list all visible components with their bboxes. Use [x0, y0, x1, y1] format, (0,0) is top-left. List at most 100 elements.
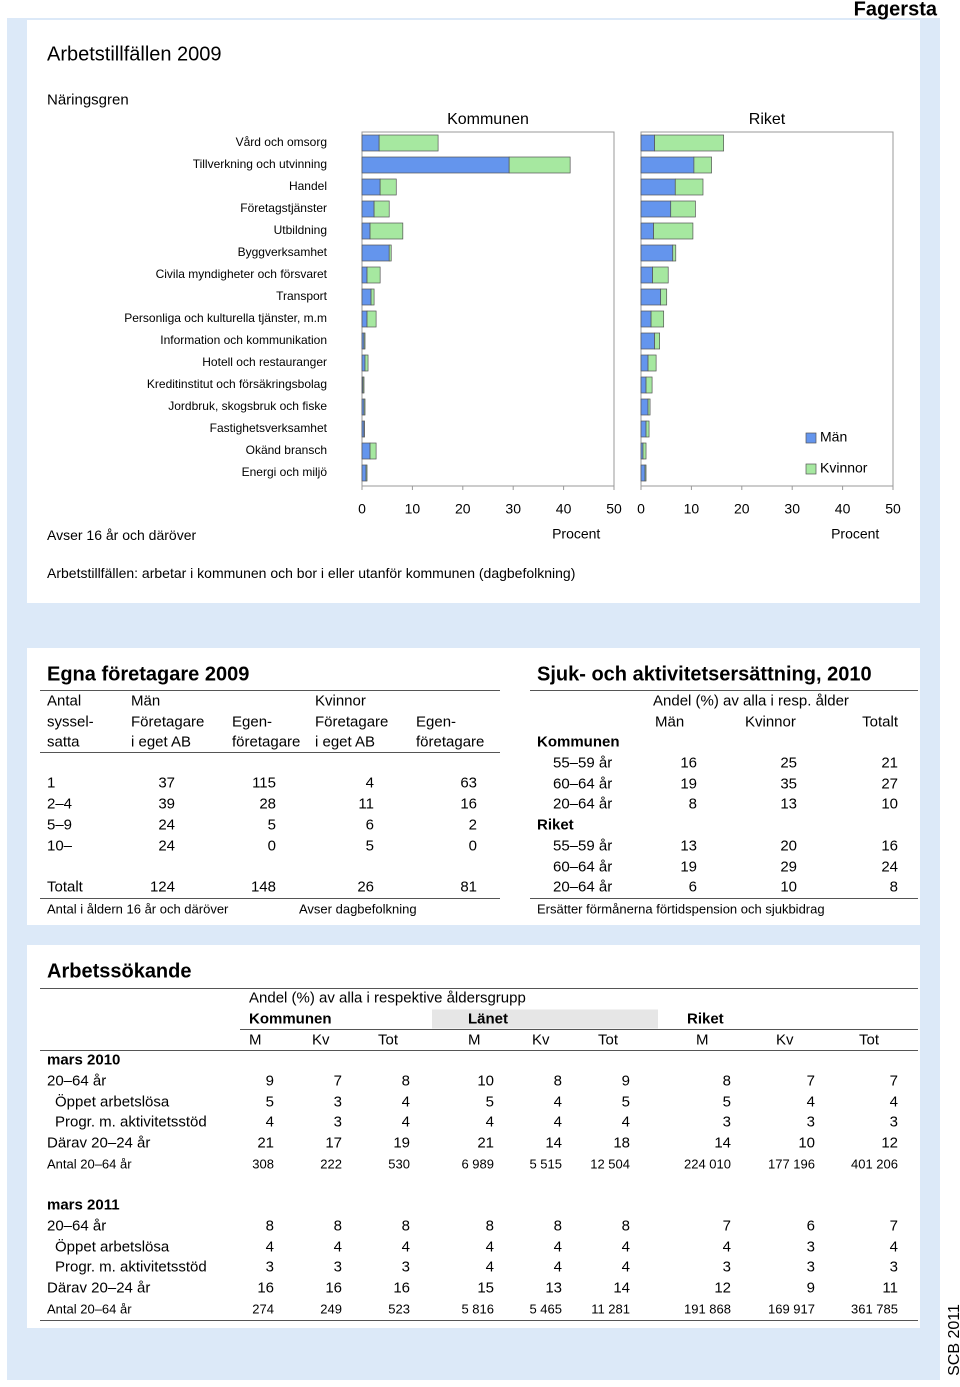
- bar-segment: [361, 354, 366, 372]
- cell: 12: [881, 1134, 898, 1152]
- cell: 8: [889, 878, 898, 896]
- column-header: Totalt: [862, 713, 898, 731]
- category-label: Information och kommunikation: [160, 333, 327, 347]
- bar-segment: [654, 134, 725, 152]
- column-header: syssel-: [47, 713, 94, 731]
- cell: 4: [265, 1238, 274, 1256]
- cell: 115: [252, 774, 276, 792]
- cell: 191 868: [684, 1301, 731, 1317]
- cell: 24: [158, 816, 175, 834]
- x-tick-label: 50: [885, 501, 901, 517]
- cell: 16: [325, 1279, 342, 1297]
- axis-label: Näringsgren: [47, 91, 129, 109]
- cell: 4: [553, 1238, 562, 1256]
- cell: 8: [553, 1072, 562, 1090]
- cell: 4: [333, 1238, 342, 1256]
- category-label: Kreditinstitut och försäkringsbolag: [147, 377, 327, 391]
- bar-segment: [650, 310, 665, 328]
- cell: 8: [401, 1217, 410, 1235]
- cell: 21: [477, 1134, 494, 1152]
- cell: 14: [545, 1134, 562, 1152]
- cell: 4: [621, 1238, 630, 1256]
- cell: 4: [553, 1258, 562, 1276]
- bar-segment: [361, 156, 510, 174]
- x-tick-label: 0: [637, 501, 645, 517]
- cell: 24: [881, 858, 898, 876]
- group-header: Länet: [432, 1009, 659, 1029]
- cell: 16: [460, 795, 477, 813]
- row-label: 20–64 år: [47, 1217, 107, 1235]
- bar-segment: [361, 178, 381, 196]
- column-header: Män: [131, 692, 161, 710]
- cell: 177 196: [768, 1156, 815, 1172]
- cell: 16: [257, 1279, 274, 1297]
- bar-segment: [508, 156, 571, 174]
- cell: 20: [780, 837, 797, 855]
- x-tick-label: 10: [405, 501, 421, 517]
- cell: 7: [889, 1072, 898, 1090]
- category-label: Byggverksamhet: [238, 245, 328, 259]
- cell: 25: [780, 754, 797, 772]
- cell: 39: [158, 795, 175, 813]
- x-tick-label: 0: [358, 501, 366, 517]
- column-header: i eget AB: [315, 733, 376, 751]
- cell: 4: [365, 774, 374, 792]
- rule: [240, 1029, 918, 1030]
- bar-segment: [361, 442, 371, 460]
- cell: 21: [881, 754, 898, 772]
- bar-segment: [370, 288, 375, 306]
- bar-segment: [653, 222, 694, 240]
- cell: 401 206: [851, 1156, 898, 1172]
- row-label: 1: [47, 774, 56, 792]
- cell: 16: [881, 837, 898, 855]
- cell: 3: [333, 1258, 342, 1276]
- column-header: Egen-: [416, 713, 457, 731]
- cell: 5: [485, 1093, 494, 1111]
- cell: 169 917: [768, 1301, 815, 1317]
- bar-segment: [363, 420, 365, 438]
- cell: 3: [333, 1093, 342, 1111]
- section-title: Egna företagare 2009: [47, 663, 250, 686]
- column-header: Kvinnor: [315, 692, 366, 710]
- cell: 5 515: [529, 1156, 562, 1172]
- cell: 4: [485, 1258, 494, 1276]
- legend-swatch: [805, 432, 817, 444]
- x-tick-label: 20: [734, 501, 750, 517]
- x-axis-label: Procent: [552, 526, 600, 542]
- bar-segment: [363, 332, 366, 350]
- column-header: Egen-: [232, 713, 273, 731]
- bar-segment: [640, 464, 646, 482]
- cell: 4: [485, 1113, 494, 1131]
- column-header: företagare: [416, 733, 485, 751]
- cell: 11 281: [591, 1301, 630, 1317]
- cell: 8: [333, 1217, 342, 1235]
- row-label: 60–64 år: [553, 858, 613, 876]
- cell: 10: [881, 795, 898, 813]
- cell: 12: [714, 1279, 731, 1297]
- x-tick-label: 30: [505, 501, 521, 517]
- category-label: Handel: [289, 179, 327, 193]
- bar-segment: [365, 464, 368, 482]
- x-tick-label: 10: [684, 501, 700, 517]
- section-box: [27, 945, 920, 1328]
- bar-segment: [674, 178, 704, 196]
- bar-segment: [361, 266, 368, 284]
- cell: 4: [889, 1093, 898, 1111]
- row-label: 55–59 år: [553, 754, 613, 772]
- cell: 12 504: [590, 1156, 630, 1172]
- category-label: Hotell och restauranger: [202, 355, 327, 369]
- cell: 5: [267, 816, 276, 834]
- cell: 274: [252, 1301, 274, 1317]
- bar-segment: [645, 420, 650, 438]
- cell: 4: [553, 1093, 562, 1111]
- cell: 7: [333, 1072, 342, 1090]
- row-label: Öppet arbetslösa: [55, 1238, 170, 1256]
- cell: 9: [621, 1072, 630, 1090]
- column-header: företagare: [232, 733, 301, 751]
- bar-segment: [640, 376, 647, 394]
- cell: 5: [265, 1093, 274, 1111]
- bar-segment: [366, 310, 377, 328]
- cell: 148: [250, 878, 276, 896]
- bar-segment: [369, 222, 404, 240]
- cell: 4: [806, 1093, 815, 1111]
